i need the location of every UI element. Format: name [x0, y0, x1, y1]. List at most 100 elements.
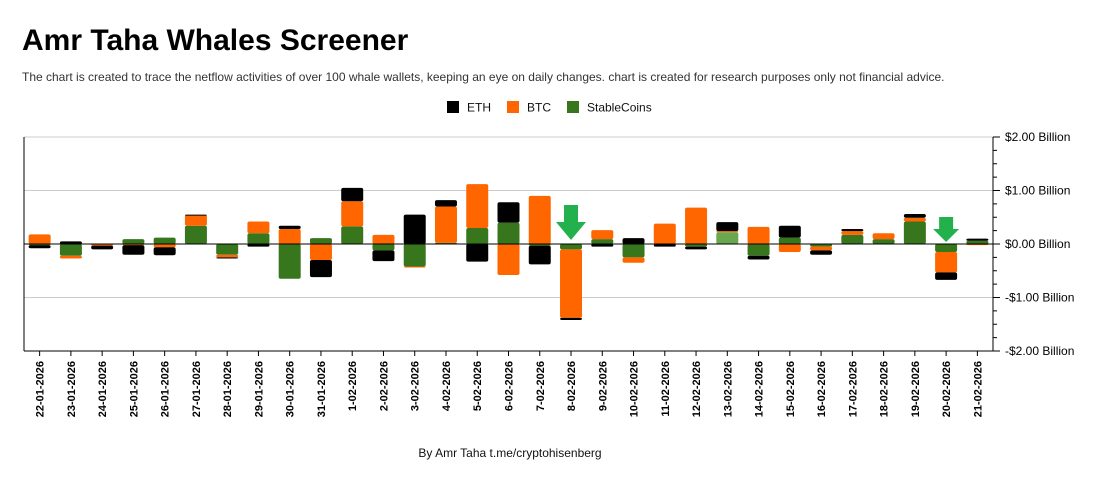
bar-btc-28-01-2026 [216, 254, 239, 258]
annotation-arrow-8-02-2026 [556, 205, 587, 240]
x-tick-label: 7-02-2026 [535, 361, 547, 411]
bar-eth-17-02-2026 [841, 229, 864, 232]
y-tick-label: $0.00 Billion [1005, 237, 1070, 251]
x-tick-label: 9-02-2026 [597, 361, 609, 411]
bar-stablecoins-25-01-2026 [122, 239, 145, 244]
bar-eth-7-02-2026 [528, 245, 551, 265]
x-tick-label: 20-02-2026 [941, 361, 953, 417]
bar-stablecoins-23-01-2026 [59, 244, 82, 256]
bar-btc-18-02-2026 [872, 233, 895, 240]
x-tick-label: 5-02-2026 [472, 361, 484, 411]
bar-stablecoins-28-01-2026 [216, 244, 239, 255]
bar-eth-31-01-2026 [309, 260, 332, 278]
bar-eth-26-01-2026 [153, 247, 176, 256]
bar-btc-16-02-2026 [810, 246, 833, 251]
bar-stablecoins-2-02-2026 [372, 244, 395, 251]
y-tick-label: -$2.00 Billion [1005, 344, 1074, 358]
bar-eth-12-02-2026 [685, 246, 708, 250]
bar-stablecoins-27-01-2026 [184, 225, 207, 244]
bar-btc-19-02-2026 [903, 217, 926, 222]
x-tick-label: 27-01-2026 [191, 361, 203, 417]
bar-stablecoins-29-01-2026 [247, 233, 270, 244]
bar-btc-14-02-2026 [747, 226, 770, 244]
bar-stablecoins-1-02-2026 [341, 226, 364, 244]
bar-stablecoins-14-02-2026 [747, 244, 770, 256]
annotation-arrow-20-02-2026 [933, 217, 960, 242]
x-tick-label: 31-01-2026 [316, 361, 328, 417]
bar-eth-10-02-2026 [622, 238, 645, 244]
bar-eth-9-02-2026 [591, 244, 614, 247]
bar-eth-1-02-2026 [341, 187, 364, 202]
x-tick-label: 3-02-2026 [410, 361, 422, 411]
bar-btc-20-02-2026 [935, 252, 958, 273]
x-tick-label: 22-01-2026 [35, 361, 47, 417]
x-tick-label: 26-01-2026 [160, 361, 172, 417]
bar-stablecoins-20-02-2026 [935, 244, 958, 253]
bar-btc-10-02-2026 [622, 257, 645, 263]
bar-btc-23-01-2026 [59, 255, 82, 259]
bar-stablecoins-26-01-2026 [153, 237, 176, 244]
chart-footer-credit: By Amr Taha t.me/cryptohisenberg [418, 446, 602, 460]
bar-stablecoins-21-02-2026 [966, 240, 989, 244]
bar-stablecoins-9-02-2026 [591, 239, 614, 244]
x-tick-label: 6-02-2026 [504, 361, 516, 411]
bar-stablecoins-6-02-2026 [497, 222, 520, 244]
x-tick-label: 16-02-2026 [816, 361, 828, 417]
x-tick-label: 13-02-2026 [722, 361, 734, 417]
bar-eth-24-01-2026 [91, 245, 114, 250]
bar-btc-17-02-2026 [841, 231, 864, 235]
bar-btc-15-02-2026 [778, 244, 801, 253]
legend-label-eth: ETH [467, 101, 491, 115]
bar-stablecoins-18-02-2026 [872, 239, 895, 244]
x-tick-label: 12-02-2026 [691, 361, 703, 417]
x-tick-label: 29-01-2026 [253, 361, 265, 417]
chart-axes [23, 136, 1000, 352]
x-tick-label: 17-02-2026 [847, 361, 859, 417]
bar-eth-4-02-2026 [434, 200, 457, 207]
bar-btc-26-01-2026 [153, 244, 176, 248]
bar-eth-8-02-2026 [560, 317, 583, 320]
x-tick-label: 11-02-2026 [660, 361, 672, 417]
legend-label-stablecoins: StableCoins [587, 101, 652, 115]
bar-btc-5-02-2026 [466, 184, 489, 228]
bar-btc-12-02-2026 [685, 207, 708, 244]
x-tick-label: 8-02-2026 [566, 361, 578, 411]
chart-annotations [556, 205, 960, 242]
bar-eth-5-02-2026 [466, 244, 489, 262]
bar-btc-11-02-2026 [653, 223, 676, 244]
x-tick-label: 25-01-2026 [128, 361, 140, 417]
chart-legend: ETH BTC StableCoins [447, 101, 652, 115]
bar-eth-22-01-2026 [28, 245, 51, 249]
x-tick-label: 4-02-2026 [441, 361, 453, 411]
x-tick-label: 24-01-2026 [97, 361, 109, 417]
bar-btc-1-02-2026 [341, 201, 364, 227]
bar-btc-4-02-2026 [434, 206, 457, 243]
bar-btc-8-02-2026 [560, 249, 583, 318]
bar-eth-28-01-2026 [216, 257, 239, 259]
bar-stablecoins-30-01-2026 [278, 244, 301, 279]
bar-eth-23-01-2026 [59, 241, 82, 244]
legend-swatch-stablecoins [567, 101, 579, 113]
bar-eth-2-02-2026 [372, 250, 395, 262]
bar-stablecoins-12-02-2026 [685, 244, 708, 247]
bar-stablecoins-15-02-2026 [778, 237, 801, 244]
bar-eth-16-02-2026 [810, 250, 833, 255]
bar-btc-9-02-2026 [591, 230, 614, 240]
x-tick-label: 15-02-2026 [785, 361, 797, 417]
bar-eth-3-02-2026 [403, 214, 426, 244]
x-axis-ticks: 22-01-2026 23-01-2026 24-01-2026 25-01-2026… [35, 351, 984, 417]
bar-eth-20-02-2026 [935, 272, 958, 280]
bar-eth-11-02-2026 [653, 244, 676, 247]
legend-swatch-btc [507, 101, 519, 113]
bar-eth-25-01-2026 [122, 245, 145, 255]
bar-btc-2-02-2026 [372, 234, 395, 244]
bar-stablecoins-5-02-2026 [466, 227, 489, 244]
x-tick-label: 21-02-2026 [972, 361, 984, 417]
bar-btc-7-02-2026 [528, 195, 551, 244]
x-tick-label: 1-02-2026 [347, 361, 359, 411]
bar-stablecoins-31-01-2026 [309, 238, 332, 244]
bar-btc-24-01-2026 [91, 244, 114, 246]
bar-btc-22-01-2026 [28, 234, 51, 244]
chart-bars [28, 184, 989, 320]
